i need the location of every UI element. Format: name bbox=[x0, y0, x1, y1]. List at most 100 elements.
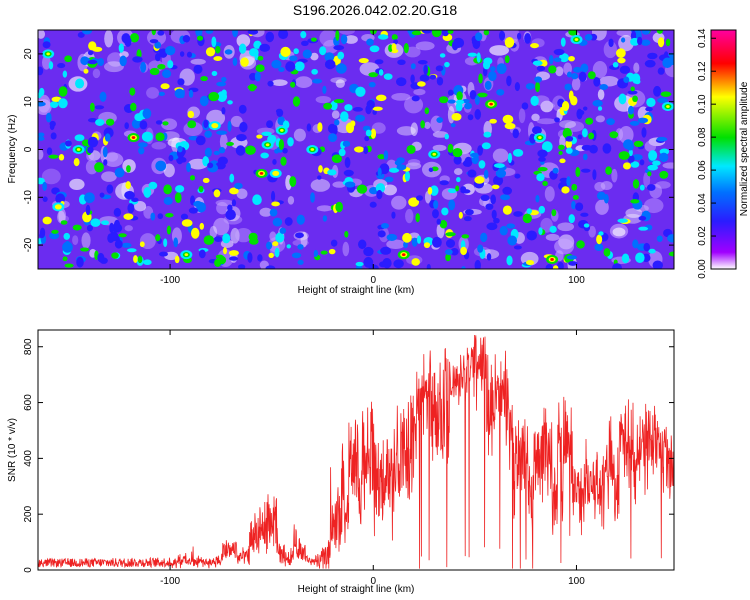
spectrogram-cell bbox=[322, 215, 328, 222]
spectrogram-low-cell bbox=[599, 75, 619, 87]
spectrogram-cell bbox=[225, 209, 236, 221]
spectrogram-cell bbox=[447, 99, 456, 104]
spectrogram-cell bbox=[420, 120, 425, 129]
spectrogram-cell bbox=[154, 41, 162, 49]
spectrogram-cell bbox=[328, 248, 336, 255]
spectrogram-cell bbox=[431, 30, 442, 38]
spectrogram-cell bbox=[447, 30, 454, 34]
spectrogram-cell bbox=[157, 63, 166, 70]
spectrogram-low-cell bbox=[295, 76, 313, 88]
snr-panel: -100 0 100 0 200 400 600 800 Height of straigh… bbox=[7, 329, 675, 595]
spectrogram-cell bbox=[618, 93, 627, 105]
spectrogram-cell bbox=[429, 185, 439, 196]
spectrogram-cell bbox=[113, 207, 122, 217]
spectrogram-low-cell bbox=[391, 93, 411, 101]
spectrogram-cell bbox=[155, 234, 161, 242]
spectrogram-low-cell bbox=[315, 95, 331, 104]
y-tick-label: 600 bbox=[23, 394, 34, 411]
spectrogram-cell bbox=[493, 217, 500, 224]
spectrogram-cell bbox=[576, 240, 585, 249]
spectrogram-cell bbox=[530, 95, 539, 106]
spectrogram-cell bbox=[645, 107, 653, 112]
spectrogram-low-cell bbox=[544, 186, 555, 202]
spectrogram-cell bbox=[166, 225, 172, 235]
x-tick-label: 0 bbox=[370, 275, 376, 286]
spectrogram-cell bbox=[448, 199, 456, 211]
spectrogram-cell bbox=[609, 131, 619, 139]
spectrogram-cell bbox=[174, 255, 180, 264]
spectrogram-cell bbox=[174, 192, 182, 204]
spectrogram-cell bbox=[404, 170, 411, 182]
spectrogram-cell bbox=[521, 102, 529, 110]
spectrogram-cell bbox=[137, 255, 143, 264]
spectrogram-cell bbox=[300, 31, 307, 39]
spectrogram-cell bbox=[469, 89, 477, 100]
spectrogram-low-cell bbox=[236, 34, 251, 48]
spectrogram-cell bbox=[142, 108, 152, 119]
spectrogram-cell bbox=[474, 109, 482, 120]
spectrogram-low-cell bbox=[597, 89, 605, 100]
spectrogram-cell bbox=[331, 154, 343, 163]
spectrogram-cell bbox=[653, 85, 662, 97]
x-tick-label: 0 bbox=[370, 576, 376, 587]
spectrogram-cell bbox=[617, 218, 628, 223]
spectrogram-cell bbox=[596, 191, 606, 200]
spectrogram-cell bbox=[427, 187, 433, 195]
spectrogram-cell bbox=[667, 234, 674, 243]
spectrogram-cell bbox=[500, 194, 511, 201]
spectrogram-cell bbox=[396, 157, 405, 164]
spectrogram-low-cell bbox=[161, 118, 178, 131]
spectrogram-cell bbox=[229, 256, 239, 261]
spectrogram-cell bbox=[150, 212, 156, 221]
spectrogram-cell bbox=[272, 159, 277, 165]
spectrogram-low-cell bbox=[236, 188, 248, 199]
spectrogram-cell bbox=[214, 236, 223, 242]
spectrogram-cell bbox=[439, 96, 449, 104]
spectrogram-cell bbox=[451, 113, 462, 121]
spectrogram-cell bbox=[630, 161, 640, 168]
spectrogram-cell bbox=[507, 152, 513, 164]
spectrogram-cell bbox=[318, 165, 323, 173]
spectrogram-cell bbox=[211, 70, 218, 77]
spectrogram-cell bbox=[538, 205, 546, 214]
y-tick-label: 0 bbox=[23, 567, 34, 573]
spectrogram-cell bbox=[187, 120, 197, 129]
spectrogram-cell bbox=[342, 140, 351, 147]
spectrogram-cell bbox=[113, 219, 121, 231]
spectrogram-cell bbox=[125, 181, 131, 189]
spectrogram-cell bbox=[292, 96, 301, 107]
spectrogram-cell bbox=[445, 232, 456, 237]
spectrogram-cell bbox=[623, 76, 630, 84]
spectrogram-cell bbox=[115, 235, 121, 247]
spectrogram-cell bbox=[455, 101, 463, 112]
spectrogram-low-cell bbox=[230, 115, 243, 127]
spectrogram-cell bbox=[286, 244, 291, 249]
spectrogram-cell bbox=[365, 129, 372, 137]
spectrogram-cell bbox=[159, 251, 168, 257]
spectrogram-cell bbox=[578, 109, 585, 116]
spectrogram-cell bbox=[630, 86, 635, 92]
spectrogram-cell bbox=[647, 164, 659, 171]
spectrogram-cell bbox=[260, 152, 269, 159]
spectrogram-cell bbox=[358, 57, 369, 64]
spectrogram-cell bbox=[456, 91, 463, 101]
spectrogram-cell bbox=[190, 227, 200, 239]
spectrogram-cell bbox=[559, 158, 566, 164]
spectrogram-cell bbox=[656, 30, 663, 34]
spectrogram-cell bbox=[559, 53, 570, 63]
spectrogram-hotspot bbox=[184, 253, 189, 257]
spectrogram-cell bbox=[513, 245, 522, 250]
spectrogram-cell bbox=[462, 160, 472, 167]
spectrogram-cell bbox=[481, 142, 491, 150]
spectrogram-cell bbox=[428, 167, 434, 173]
figure-title: S196.2026.042.02.20.G18 bbox=[292, 2, 458, 18]
spectrogram-cell bbox=[39, 232, 44, 239]
colorbar-tick-label: 0.08 bbox=[697, 127, 708, 147]
spectrogram-cell bbox=[313, 249, 319, 258]
spectrogram-cell bbox=[368, 81, 376, 88]
spectrogram-cell bbox=[640, 39, 651, 46]
colorbar-tick-label: 0.04 bbox=[697, 193, 708, 213]
spectrogram-cell bbox=[489, 118, 497, 124]
spectrogram-cell bbox=[447, 188, 457, 194]
spectrogram-cell bbox=[198, 185, 204, 193]
